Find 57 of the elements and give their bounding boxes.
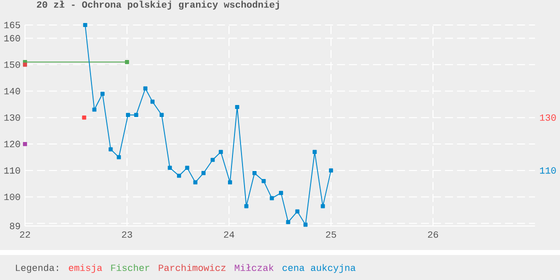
point [126, 112, 130, 117]
text: Fischer [111, 264, 150, 272]
point [244, 204, 248, 208]
point [100, 92, 105, 96]
point [295, 209, 300, 214]
point [176, 174, 182, 178]
x-tick-label: 25 [326, 231, 336, 238]
y-tick-label: 140 [4, 88, 20, 94]
y-tick-label: 130 [4, 114, 20, 121]
text: emisja [68, 264, 102, 273]
point [22, 62, 28, 67]
point [22, 142, 28, 146]
point [312, 150, 317, 154]
text: cena aukcyjna [282, 264, 356, 273]
y-tick-label: 120 [4, 140, 20, 148]
x-tick-label: 23 [122, 231, 132, 238]
point [286, 220, 290, 224]
point [201, 171, 206, 176]
point [262, 178, 266, 184]
y2-tick-label: 130 [540, 114, 556, 121]
y-tick-label: 150 [4, 61, 20, 68]
x-tick-label: 22 [20, 231, 30, 238]
point [278, 190, 284, 195]
point [328, 168, 334, 173]
legend-title: Legenda: [16, 264, 58, 273]
point [108, 147, 113, 152]
point [143, 86, 148, 91]
point [82, 116, 86, 120]
point [235, 104, 240, 110]
point [116, 155, 121, 160]
point [210, 158, 215, 162]
point [124, 60, 130, 64]
point [228, 180, 232, 184]
y-tick-label: 110 [4, 167, 20, 174]
y2-tick-label: 110 [540, 167, 556, 174]
point [83, 22, 88, 28]
point [218, 150, 223, 154]
text: Miłczak [234, 264, 274, 272]
point [320, 204, 325, 208]
x-tick-label: 26 [428, 231, 438, 238]
y-tick-label: 100 [4, 194, 20, 200]
point [150, 100, 155, 104]
x-tick-label: 24 [224, 231, 234, 238]
point [193, 180, 198, 184]
point [92, 108, 96, 112]
point [160, 112, 164, 117]
point [252, 171, 257, 176]
y-tick-label: 89 [10, 222, 20, 230]
point [134, 112, 138, 117]
point [303, 222, 308, 227]
point [185, 166, 190, 170]
text: Parchimowicz [158, 264, 226, 272]
point [168, 166, 172, 170]
point [270, 196, 274, 200]
chart-title: 20 zł - Ochrona polskiej granicy wschodniej [36, 0, 279, 10]
y-tick-label: 160 [4, 35, 20, 42]
y-tick-label: 165 [4, 22, 20, 28]
